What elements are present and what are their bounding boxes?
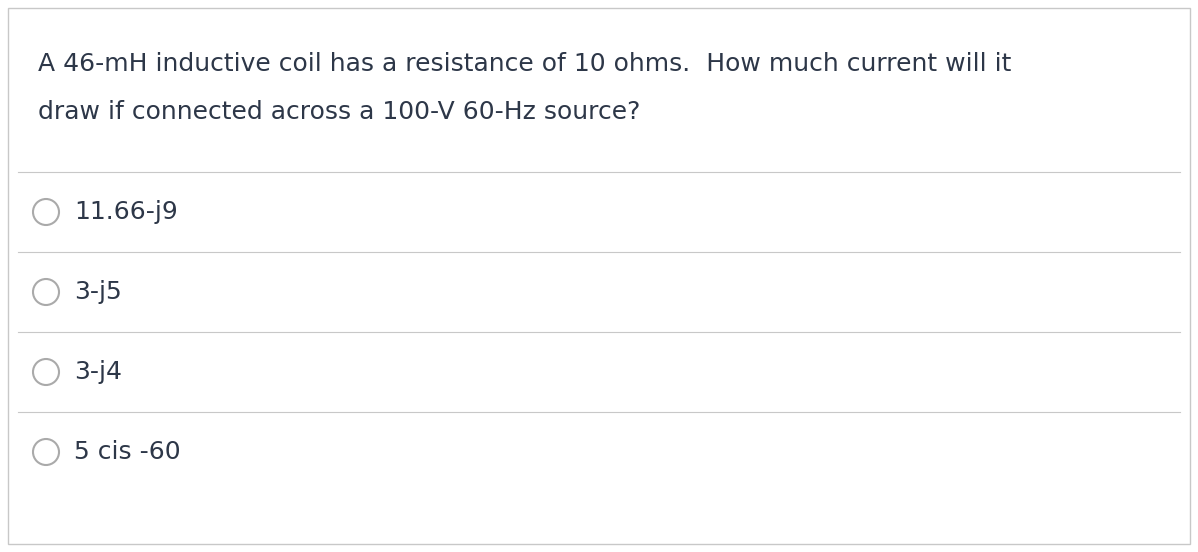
Text: 5 cis -60: 5 cis -60	[74, 440, 181, 464]
Text: 3-j4: 3-j4	[74, 360, 122, 384]
Text: 11.66-j9: 11.66-j9	[74, 200, 177, 224]
Text: 3-j5: 3-j5	[74, 280, 122, 304]
Text: draw if connected across a 100-V 60-Hz source?: draw if connected across a 100-V 60-Hz s…	[38, 100, 641, 124]
Text: A 46-mH inductive coil has a resistance of 10 ohms.  How much current will it: A 46-mH inductive coil has a resistance …	[38, 52, 1011, 76]
